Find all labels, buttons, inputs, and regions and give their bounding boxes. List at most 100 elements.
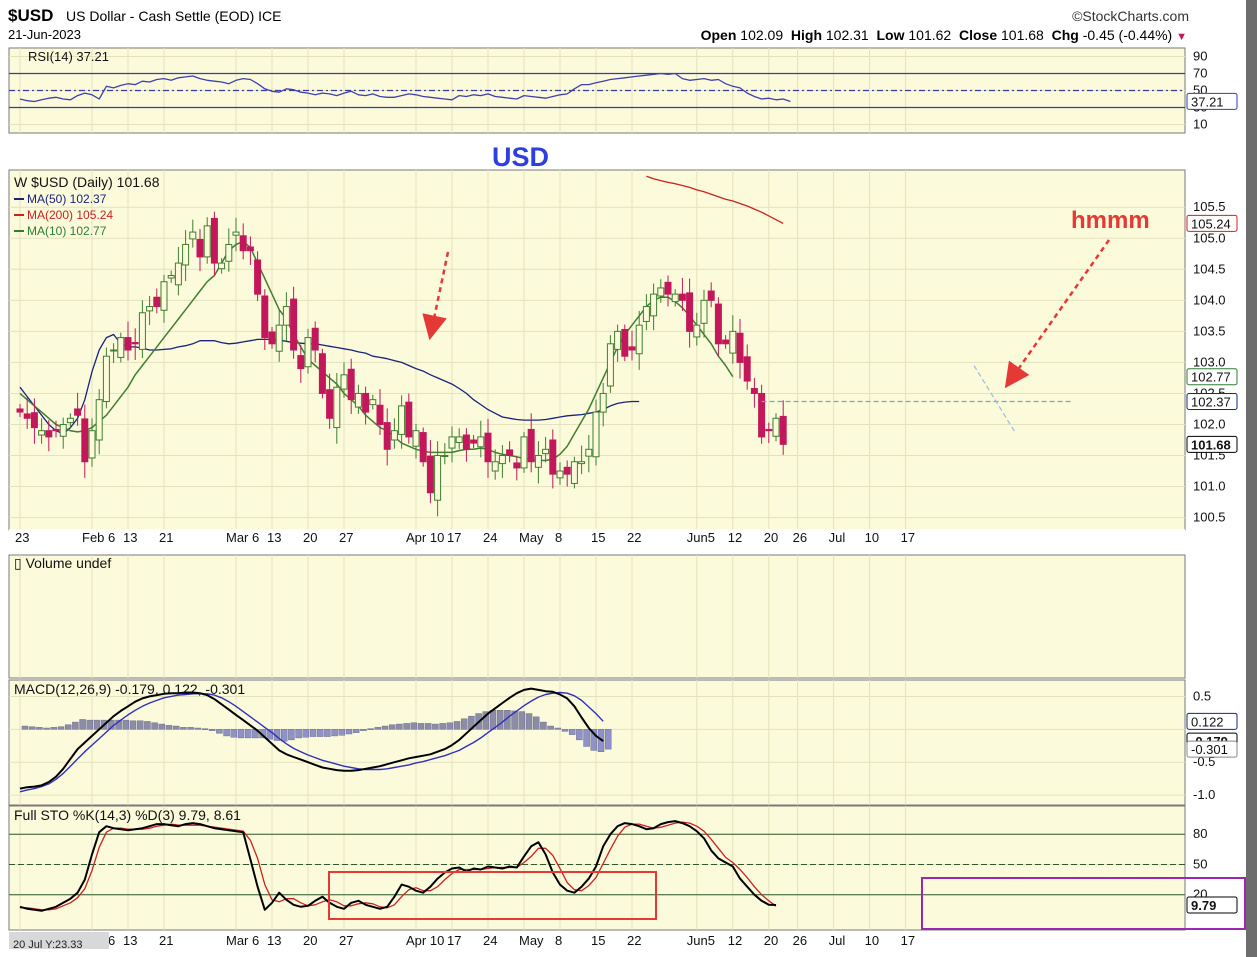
macd-histogram-bar [244,729,252,739]
macd-histogram-bar [230,729,238,738]
macd-histogram-bar [417,723,425,730]
candle [138,312,146,350]
x-tick-label: Mar 6 [226,933,259,948]
candle [88,430,96,459]
annotation-arrow-hmmm [1004,239,1111,389]
candle [758,392,766,438]
macd-histogram-bar [158,723,166,730]
macd-histogram-bar [583,729,590,747]
candle [282,306,290,326]
x-tick-label: 20 [303,933,317,948]
x-tick-label: 13 [123,933,137,948]
candle [369,399,377,406]
value-tag [1186,896,1238,914]
value-tag [1186,712,1238,730]
candle [578,461,586,465]
candle [657,287,665,297]
y-tick-label: 103.0 [1193,354,1226,369]
macd-histogram-bar [79,719,86,730]
y-tick-label: -1.0 [1193,787,1215,802]
chart-date: 21-Jun-2023 [8,27,81,42]
stockcharts-brand[interactable]: ©StockCharts.com [1072,8,1189,24]
macd-histogram-bar [568,729,576,735]
candle [678,293,686,301]
macd-histogram-bar [576,729,583,741]
macd-histogram-bar [172,725,180,730]
macd-histogram-bar [554,727,562,730]
x-tick-label: 15 [591,933,605,948]
candle [398,405,406,435]
x-tick-label: 24 [483,530,497,545]
candle [376,404,384,425]
value-tag [1186,393,1238,411]
x-tick-label: May [519,933,544,948]
macd-histogram-bar [511,710,518,730]
sto-d-line [20,821,777,911]
candle [664,281,672,295]
candle [297,355,305,370]
y-tick-label: 80 [1193,826,1207,841]
y-tick-label: 100.5 [1193,510,1226,525]
chart-canvas[interactable]: 23 Feb 6 13 21 Mar 6 13 20 27 Apr 10 17 24 May 8 15 22… [0,44,1246,957]
candle [470,439,478,444]
value-tag [1186,740,1238,758]
value-tag [1186,214,1238,232]
x-tick-label: 13 [267,933,281,948]
candle [599,392,607,413]
macd-histogram-bar [187,727,194,730]
macd-histogram-bar [590,729,598,751]
candle [621,329,629,357]
macd-histogram-bar [604,729,612,750]
macd-histogram-bar [21,725,29,730]
symbol: $USD [8,6,54,25]
value-tag-label: 37.21 [1191,94,1224,109]
footer-date: 20 Jul Y:23.33 [13,939,83,951]
macd-histogram-bar [280,729,288,742]
x-tick-label: 27 [339,933,353,948]
annotation-box-purple [921,877,1246,930]
symbol-description: US Dollar - Cash Settle (EOD) ICE [66,8,282,24]
candle [174,262,182,286]
candle [556,470,564,479]
x-tick-label: 10 [865,530,879,545]
value-tag-label: -0.301 [1191,742,1228,757]
candle [290,298,298,351]
candle [513,462,521,469]
candle [81,418,89,463]
candle [563,466,571,475]
legend-entry: MA(10) 102.77 [27,224,107,238]
candle [714,303,722,345]
macd-title: MACD(12,26,9) -0.179, 0.122, -0.301 [14,681,245,697]
candle [304,337,312,368]
x-tick-label: 21 [159,530,173,545]
candle [390,430,398,441]
x-tick-label: 8 [555,933,562,948]
candle [347,368,355,401]
candle [635,324,643,355]
candle [606,343,614,387]
x-tick-label: Apr 10 [406,530,444,545]
x-tick-label: 22 [627,933,641,948]
macd-histogram-bar [288,729,295,741]
candle [95,399,103,441]
x-tick-label: 17 [447,933,461,948]
macd-histogram-bar [338,729,346,736]
x-tick-label: 13 [267,530,281,545]
macd-histogram-bar [424,723,432,730]
macd-histogram-bar [460,718,468,730]
candle [412,430,420,447]
candle [124,337,132,351]
x-tick-label: 12 [728,530,742,545]
x-tick-label: 13 [123,530,137,545]
price-title: W $USD (Daily) 101.68 [14,174,160,190]
candle [491,461,499,472]
macd-histogram-bar [43,727,50,730]
candle [592,411,600,458]
candle [542,448,550,455]
value-tag [1186,435,1238,453]
y-tick-label: -0.5 [1193,754,1215,769]
y-tick-label: 101.0 [1193,479,1226,494]
candle [700,299,708,324]
macd-histogram-bar [374,727,382,730]
macd-histogram-bar [540,721,547,730]
